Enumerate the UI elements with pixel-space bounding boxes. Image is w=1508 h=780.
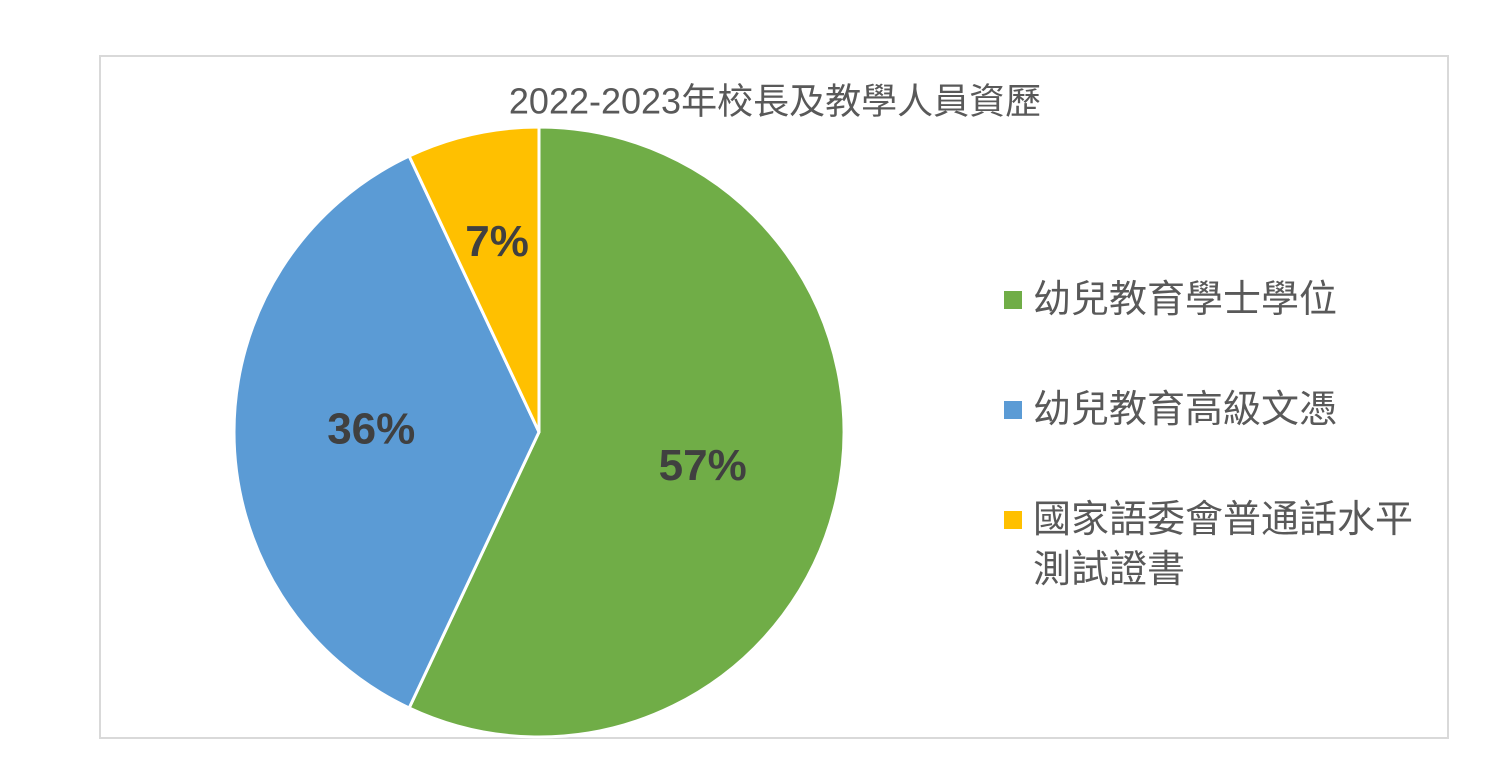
chart-title: 2022-2023年校長及教學人員資歷: [509, 81, 1041, 122]
legend-swatch: [1004, 291, 1022, 309]
pie-slice: [407, 125, 541, 433]
data-label: 7%: [465, 217, 529, 266]
data-label: 57%: [659, 441, 747, 490]
legend-label: 國家語委會普通話水平測試證書: [1033, 499, 1414, 591]
legend-label: 幼兒教育高級文憑: [1033, 389, 1338, 431]
pie-slice: [232, 154, 541, 710]
pie-slice: [407, 125, 846, 739]
data-label: 36%: [327, 405, 415, 454]
legend-swatch: [1004, 511, 1022, 529]
legend-label: 幼兒教育學士學位: [1033, 279, 1338, 321]
legend-swatch: [1004, 401, 1022, 419]
